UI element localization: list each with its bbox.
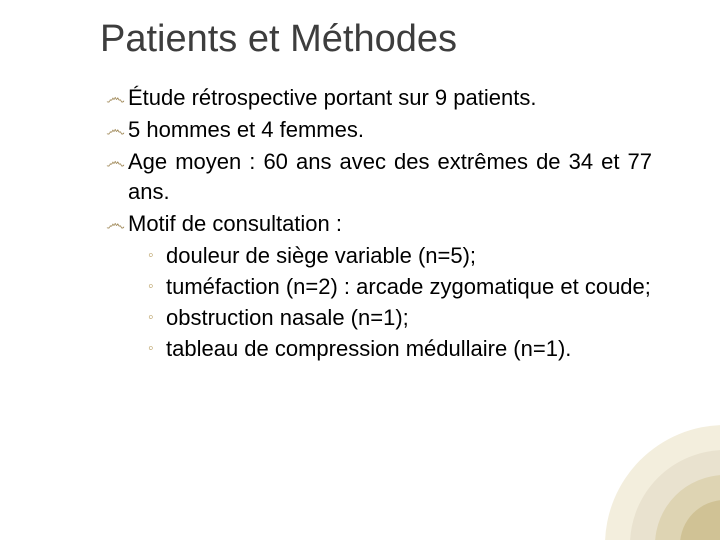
sub-bullet-text: tableau de compression médullaire (n=1).: [166, 334, 652, 364]
circle-bullet-icon: ◦: [148, 241, 166, 271]
bullet-text: 5 hommes et 4 femmes.: [128, 115, 652, 145]
sub-list: ◦ douleur de siège variable (n=5); ◦ tum…: [148, 241, 652, 364]
circle-bullet-icon: ◦: [148, 272, 166, 302]
bullet-item: ෴ Motif de consultation :: [106, 209, 652, 239]
swirl-bullet-icon: ෴: [106, 83, 128, 113]
sub-bullet-item: ◦ tableau de compression médullaire (n=1…: [148, 334, 652, 364]
bullet-item: ෴ Étude rétrospective portant sur 9 pati…: [106, 83, 652, 113]
corner-decoration-icon: [570, 380, 720, 540]
bullet-text: Motif de consultation :: [128, 209, 652, 239]
slide: Patients et Méthodes ෴ Étude rétrospecti…: [0, 0, 720, 540]
bullet-text: Age moyen : 60 ans avec des extrêmes de …: [128, 147, 652, 207]
bullet-item: ෴ 5 hommes et 4 femmes.: [106, 115, 652, 145]
swirl-bullet-icon: ෴: [106, 115, 128, 145]
sub-bullet-text: tuméfaction (n=2) : arcade zygomatique e…: [166, 272, 652, 302]
swirl-bullet-icon: ෴: [106, 209, 128, 239]
bullet-item: ෴ Age moyen : 60 ans avec des extrêmes d…: [106, 147, 652, 207]
bullet-text: Étude rétrospective portant sur 9 patien…: [128, 83, 652, 113]
sub-bullet-item: ◦ tuméfaction (n=2) : arcade zygomatique…: [148, 272, 652, 302]
circle-bullet-icon: ◦: [148, 303, 166, 333]
swirl-bullet-icon: ෴: [106, 147, 128, 177]
sub-bullet-item: ◦ douleur de siège variable (n=5);: [148, 241, 652, 271]
sub-bullet-item: ◦ obstruction nasale (n=1);: [148, 303, 652, 333]
sub-bullet-text: douleur de siège variable (n=5);: [166, 241, 652, 271]
sub-bullet-text: obstruction nasale (n=1);: [166, 303, 652, 333]
slide-content: ෴ Étude rétrospective portant sur 9 pati…: [106, 83, 652, 364]
circle-bullet-icon: ◦: [148, 334, 166, 364]
slide-title: Patients et Méthodes: [100, 18, 692, 61]
